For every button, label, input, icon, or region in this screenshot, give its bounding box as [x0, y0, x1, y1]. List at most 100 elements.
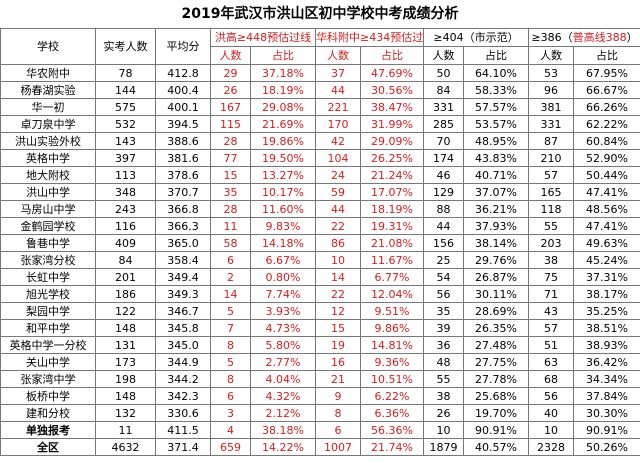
cell: 27.48% [463, 336, 529, 354]
cell: 2 [210, 268, 251, 286]
group-note: 普高线388 [572, 31, 627, 44]
cell: 62.22% [573, 115, 640, 133]
table-row: 杨春湖实验 144 400.4 26 18.19% 44 30.56% 84 58.33% 96 6… [0, 81, 640, 99]
cell: 12 [315, 302, 361, 320]
table-row: 建和分校 132 330.6 3 2.12% 8 6.36% 26 19.70% 40 30.30% [0, 404, 640, 422]
school-name: 板桥中学 [0, 387, 96, 405]
cell: 6.22% [360, 387, 424, 405]
cell: 19.86% [250, 132, 316, 150]
cell: 12.04% [360, 285, 424, 303]
cell: 331 [528, 115, 574, 133]
cell: 349.4 [155, 268, 211, 286]
table-row: 英格中学 397 381.6 77 19.50% 104 26.25% 174 43.83% 21… [0, 149, 640, 167]
cell: 56 [528, 387, 574, 405]
cell: 148 [95, 319, 156, 337]
cell: 14 [210, 285, 251, 303]
school-name: 张家湾分校 [0, 251, 96, 269]
cell: 6.67% [250, 251, 316, 269]
cell: 344.2 [155, 370, 211, 388]
school-name: 马房山中学 [0, 200, 96, 218]
cell: 170 [315, 115, 361, 133]
cell: 4 [210, 421, 251, 439]
school-name: 英格中学 [0, 149, 96, 167]
cell: 53 [528, 64, 574, 82]
cell: 38.14% [463, 234, 529, 252]
cell: 90.91% [463, 421, 529, 439]
cell: 5 [210, 302, 251, 320]
cell: 44 [315, 200, 361, 218]
school-name: 建和分校 [0, 404, 96, 422]
table-row: 洪山中学 348 370.7 35 10.17% 59 17.07% 129 37.07% 165… [0, 183, 640, 201]
group-label: ≥386（ [531, 31, 573, 44]
table-header: 学校 实考人数 平均分 洪高≥448预估过线 华科附中≥434预估过线 ≥404（市示范）… [0, 28, 640, 65]
table-row: 关山中学 173 344.9 5 2.77% 16 9.36% 48 27.75% 63 36.42… [0, 353, 640, 371]
school-name: 地大附校 [0, 166, 96, 184]
cell: 6 [315, 421, 361, 439]
cell: 11 [210, 217, 251, 235]
school-name: 长虹中学 [0, 268, 96, 286]
cell: 75 [528, 268, 574, 286]
cell: 44 [315, 81, 361, 99]
cell: 22 [315, 217, 361, 235]
cell: 28 [210, 200, 251, 218]
cell: 21 [315, 370, 361, 388]
cell: 0.80% [250, 268, 316, 286]
table-row: 单独报考 11 411.5 4 38.18% 6 56.36% 10 90.91% 10 90.91… [0, 421, 640, 439]
cell: 57 [528, 166, 574, 184]
cell: 358.4 [155, 251, 211, 269]
cell: 57.57% [463, 98, 529, 116]
cell: 48.95% [463, 132, 529, 150]
cell: 14 [315, 268, 361, 286]
cell: 26.25% [360, 149, 424, 167]
cell: 29.09% [360, 132, 424, 150]
header-row: 学校 实考人数 平均分 洪高≥448预估过线 华科附中≥434预估过线 ≥404（市示范）… [0, 28, 640, 65]
cell: 366.8 [155, 200, 211, 218]
cell: 8 [210, 336, 251, 354]
cell: 400.1 [155, 98, 211, 116]
cell: 381.6 [155, 149, 211, 167]
cell: 56 [423, 285, 464, 303]
cell: 37 [315, 64, 361, 82]
table-row: 长虹中学 201 349.4 2 0.80% 14 6.77% 54 26.87% 75 37.31… [0, 268, 640, 286]
cell: 4632 [95, 438, 156, 456]
cell: 14.18% [250, 234, 316, 252]
school-name: 杨春湖实验 [0, 81, 96, 99]
table-row: 张家湾中学 198 344.2 8 4.04% 21 10.51% 55 27.78% 68 34.… [0, 370, 640, 388]
sub-header: 人数 [423, 46, 464, 65]
cell: 19.70% [463, 404, 529, 422]
cell: 86 [315, 234, 361, 252]
cell: 6 [210, 387, 251, 405]
cell: 2.12% [250, 404, 316, 422]
cell: 210 [528, 149, 574, 167]
cell: 22 [315, 285, 361, 303]
cell: 48 [423, 353, 464, 371]
cell: 49.63% [573, 234, 640, 252]
cell: 18.19% [250, 81, 316, 99]
group-header: 华科附中≥434预估过线 [315, 28, 424, 47]
cell: 19 [315, 336, 361, 354]
cell: 221 [315, 98, 361, 116]
cell: 38.93% [573, 336, 640, 354]
cell: 9.51% [360, 302, 424, 320]
cell: 6 [210, 251, 251, 269]
cell: 11.60% [250, 200, 316, 218]
cell: 19.50% [250, 149, 316, 167]
school-name: 洪山实验外校 [0, 132, 96, 150]
cell: 47.69% [360, 64, 424, 82]
cell: 37.93% [463, 217, 529, 235]
cell: 371.4 [155, 438, 211, 456]
cell: 21.74% [360, 438, 424, 456]
cell: 40 [528, 404, 574, 422]
cell: 58 [210, 234, 251, 252]
cell: 156 [423, 234, 464, 252]
cell: 70 [423, 132, 464, 150]
cell: 52.90% [573, 149, 640, 167]
cell: 575 [95, 98, 156, 116]
cell: 66.26% [573, 98, 640, 116]
sub-header: 人数 [528, 46, 574, 65]
cell: 57 [528, 319, 574, 337]
table-body: 华农附中 78 412.8 29 37.18% 37 47.69% 50 64.10% 53 67.… [0, 64, 640, 456]
cell: 77 [210, 149, 251, 167]
cell: 9 [315, 387, 361, 405]
cell: 129 [423, 183, 464, 201]
